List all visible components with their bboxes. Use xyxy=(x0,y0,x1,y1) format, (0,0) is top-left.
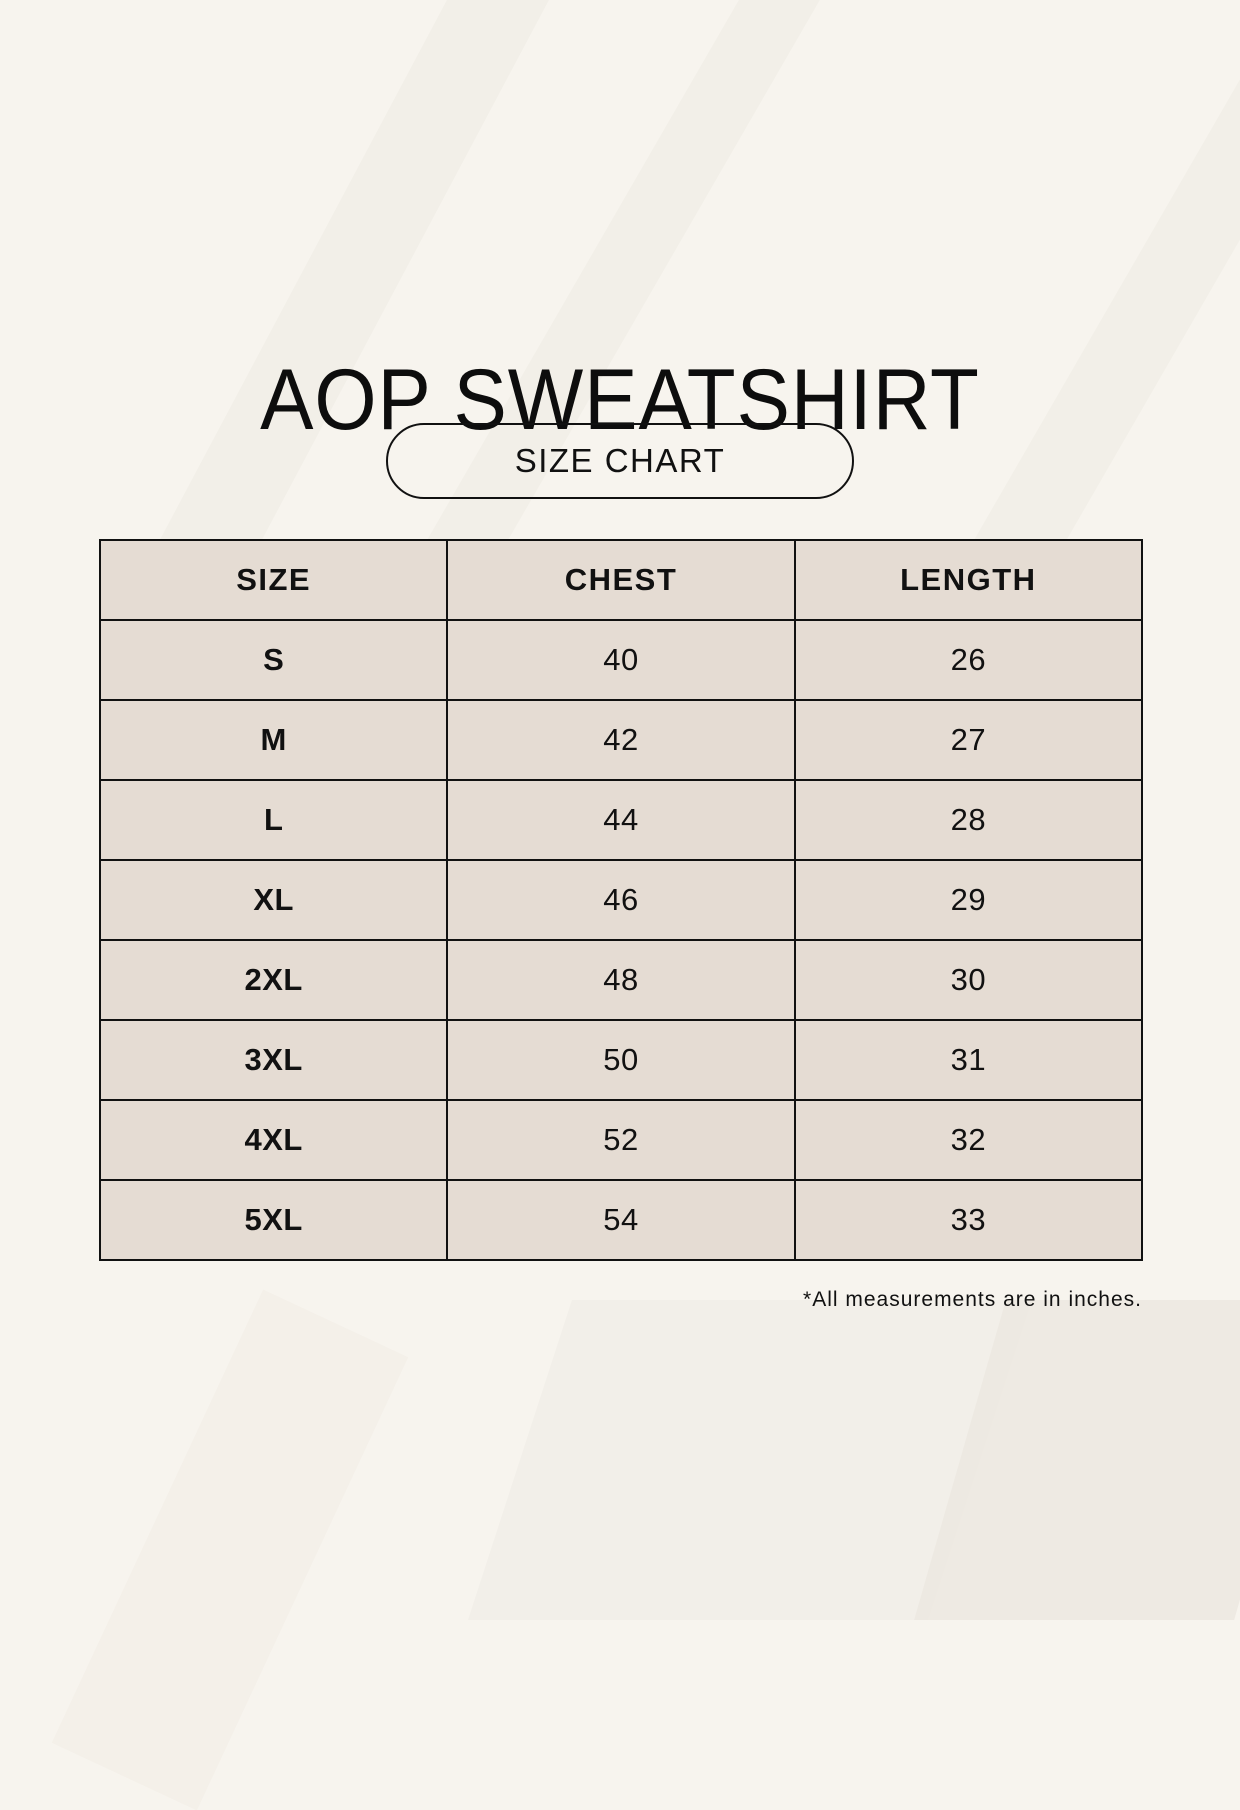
chest-cell: 40 xyxy=(446,619,796,701)
chest-cell: 54 xyxy=(446,1179,796,1261)
table-row: XL 46 29 xyxy=(98,859,1144,941)
size-cell: XL xyxy=(98,859,449,941)
table-row: 2XL 48 30 xyxy=(98,939,1144,1021)
length-cell: 31 xyxy=(793,1019,1144,1101)
chest-cell: 52 xyxy=(446,1099,796,1181)
chest-cell: 48 xyxy=(446,939,796,1021)
length-cell: 33 xyxy=(793,1179,1144,1261)
length-cell: 29 xyxy=(793,859,1144,941)
measurement-footnote: *All measurements are in inches. xyxy=(803,1288,1142,1311)
header-length: LENGTH xyxy=(793,539,1144,621)
size-chart-label: SIZE CHART xyxy=(514,442,726,479)
header-chest: CHEST xyxy=(446,539,796,621)
size-chart-badge: SIZE CHART xyxy=(386,423,854,499)
table-row: 3XL 50 31 xyxy=(98,1019,1144,1101)
size-cell: 4XL xyxy=(98,1099,449,1181)
size-cell: 3XL xyxy=(98,1019,449,1101)
size-cell: 5XL xyxy=(98,1179,449,1261)
length-cell: 30 xyxy=(793,939,1144,1021)
table-header-row: SIZE CHEST LENGTH xyxy=(98,539,1144,621)
size-cell: S xyxy=(98,619,449,701)
chest-cell: 46 xyxy=(446,859,796,941)
size-cell: M xyxy=(98,699,449,781)
length-cell: 27 xyxy=(793,699,1144,781)
size-cell: L xyxy=(98,779,449,861)
page-title: AOP SWEATSHIRT xyxy=(260,351,980,448)
chest-cell: 42 xyxy=(446,699,796,781)
table-row: M 42 27 xyxy=(98,699,1144,781)
length-cell: 28 xyxy=(793,779,1144,861)
table-row: 4XL 52 32 xyxy=(98,1099,1144,1181)
background-streak xyxy=(51,1289,409,1810)
length-cell: 32 xyxy=(793,1099,1144,1181)
table-row: S 40 26 xyxy=(98,619,1144,701)
size-table: SIZE CHEST LENGTH S 40 26 M 42 27 L 44 2… xyxy=(98,539,1144,1261)
chest-cell: 44 xyxy=(446,779,796,861)
table-row: L 44 28 xyxy=(98,779,1144,861)
length-cell: 26 xyxy=(793,619,1144,701)
header-size: SIZE xyxy=(98,539,449,621)
table-row: 5XL 54 33 xyxy=(98,1179,1144,1261)
size-cell: 2XL xyxy=(98,939,449,1021)
chest-cell: 50 xyxy=(446,1019,796,1101)
